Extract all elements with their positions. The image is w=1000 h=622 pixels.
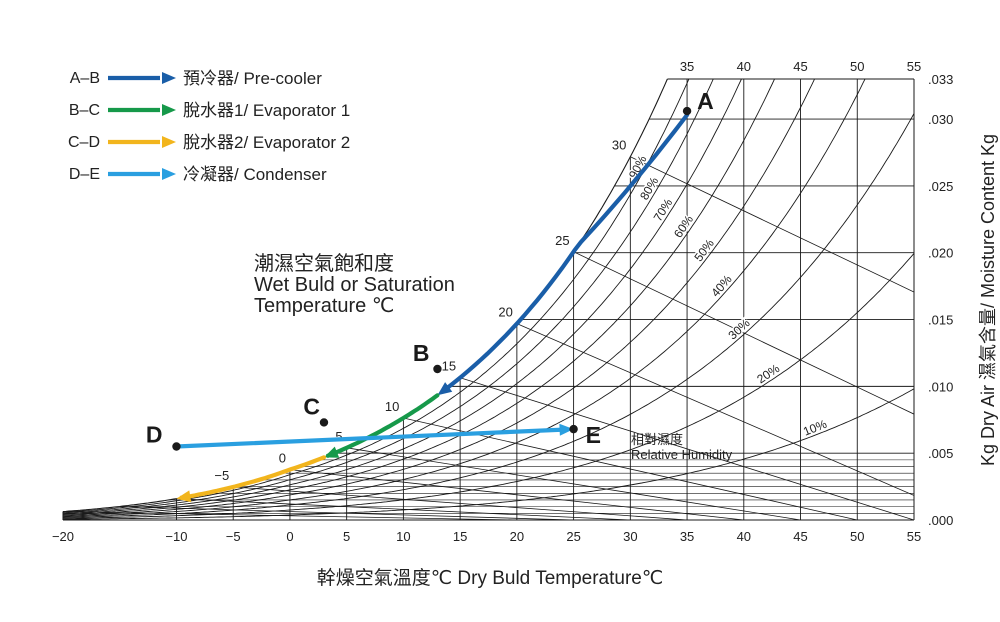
wet-bulb-line bbox=[176, 498, 631, 520]
x-tick-label: −5 bbox=[226, 529, 241, 544]
wet-bulb-line bbox=[233, 486, 688, 520]
arrow-head bbox=[437, 382, 453, 396]
x-tick-label: 10 bbox=[396, 529, 410, 544]
state-point-a bbox=[682, 106, 692, 116]
state-point-e bbox=[569, 424, 578, 434]
rh-curve bbox=[63, 79, 742, 515]
rh-curve bbox=[63, 79, 776, 516]
state-label-c: C bbox=[303, 393, 320, 419]
state-point-c bbox=[319, 418, 329, 427]
x-tick-label: 40 bbox=[737, 529, 751, 544]
y-tick-label: .030 bbox=[928, 112, 953, 127]
y-tick-label: .025 bbox=[928, 179, 953, 194]
rh-curve bbox=[63, 253, 914, 519]
process-lines: A B C D E bbox=[146, 88, 714, 503]
top-tick-label: 45 bbox=[793, 59, 807, 74]
wet-bulb-line bbox=[346, 447, 801, 520]
saturation-temp-label: 20 bbox=[498, 305, 512, 320]
state-label-e: E bbox=[586, 422, 601, 448]
process-line-a-b bbox=[442, 112, 690, 393]
wet-bulb-line bbox=[630, 156, 914, 374]
x-tick-label: 25 bbox=[566, 529, 580, 544]
state-label-d: D bbox=[146, 422, 163, 448]
process-line-b-c bbox=[326, 393, 440, 459]
process-line-d-e bbox=[174, 427, 566, 449]
saturation-temp-label: 10 bbox=[385, 399, 399, 414]
rh-curve bbox=[63, 113, 914, 518]
x-tick-label: 15 bbox=[453, 529, 467, 544]
legend-label: 冷凝器/ Condenser bbox=[183, 165, 327, 184]
top-tick-label: 40 bbox=[737, 59, 751, 74]
legend-key: A–B bbox=[70, 70, 100, 87]
saturation-label-en-2: Temperature ℃ bbox=[254, 295, 394, 317]
x-tick-label: 0 bbox=[286, 529, 293, 544]
process-line-c-d bbox=[179, 455, 327, 501]
wet-bulb-line bbox=[289, 469, 744, 520]
saturation-temp-label: −5 bbox=[214, 468, 229, 483]
arrow-head bbox=[162, 136, 176, 148]
relative-humidity-label-zh: 相對濕度 bbox=[631, 432, 683, 447]
saturation-label-en-1: Wet Buld or Saturation bbox=[254, 274, 455, 296]
state-label-b: B bbox=[413, 340, 430, 366]
state-point-b bbox=[433, 364, 442, 374]
x-tick-label: 50 bbox=[850, 529, 864, 544]
arrow-head bbox=[162, 168, 176, 180]
x-tick-label: 55 bbox=[907, 529, 921, 544]
y-tick-label: .010 bbox=[928, 379, 953, 394]
arrow-head bbox=[162, 104, 176, 116]
legend-label: 預冷器/ Pre-cooler bbox=[183, 69, 322, 88]
state-label-a: A bbox=[697, 88, 714, 114]
top-tick-label: 55 bbox=[907, 59, 921, 74]
y-tick-label: .020 bbox=[928, 246, 953, 261]
legend-key: D–E bbox=[69, 166, 100, 183]
x-tick-label: 30 bbox=[623, 529, 637, 544]
wet-bulb-line bbox=[63, 511, 517, 520]
arrow-head bbox=[559, 423, 574, 436]
rh-curve-label: 40% bbox=[708, 272, 735, 300]
rh-curve bbox=[63, 79, 690, 513]
rh-curve bbox=[63, 79, 866, 518]
x-tick-label: 45 bbox=[793, 529, 807, 544]
x-tick-label: −10 bbox=[165, 529, 187, 544]
wet-bulb-line bbox=[460, 377, 914, 520]
relative-humidity-label-en: Relative Humidity bbox=[631, 447, 733, 462]
rh-curve bbox=[63, 388, 914, 520]
arrow-head bbox=[176, 490, 192, 503]
relative-humidity-curves bbox=[63, 79, 914, 520]
legend-label: 脫水器1/ Evaporator 1 bbox=[183, 101, 350, 120]
saturation-label-zh: 潮濕空氣飽和度 bbox=[254, 252, 394, 275]
wet-bulb-line bbox=[516, 323, 914, 520]
arrow-head bbox=[323, 446, 340, 458]
y-tick-label: .000 bbox=[928, 513, 953, 528]
legend-key: C–D bbox=[68, 134, 100, 151]
y-axis-title: Kg Dry Air 濕氣含量/ Moisture Content Kg bbox=[978, 134, 998, 466]
x-tick-label: 5 bbox=[343, 529, 350, 544]
legend-key: B–C bbox=[69, 102, 100, 119]
legend: A–B 預冷器/ Pre-cooler B–C 脫水器1/ Evaporator 1 C… bbox=[68, 69, 350, 184]
x-axis-title: 幹燥空氣溫度℃ Dry Buld Temperature℃ bbox=[317, 567, 663, 589]
top-tick-label: 35 bbox=[680, 59, 694, 74]
wet-bulb-lines bbox=[63, 156, 914, 520]
legend-label: 脫水器2/ Evaporator 2 bbox=[183, 133, 350, 152]
rh-curve bbox=[63, 79, 816, 517]
saturation-temp-label: 0 bbox=[279, 451, 286, 466]
x-tick-label: −20 bbox=[52, 529, 74, 544]
arrow-head bbox=[162, 72, 176, 84]
saturation-temp-label: 15 bbox=[442, 359, 456, 374]
top-tick-label: 50 bbox=[850, 59, 864, 74]
state-point-d bbox=[172, 442, 181, 451]
y-tick-label: .005 bbox=[928, 446, 953, 461]
saturation-temp-label: 30 bbox=[612, 138, 626, 153]
y-tick-label: .033 bbox=[928, 72, 953, 87]
saturation-temp-label: 5 bbox=[335, 429, 342, 444]
y-tick-label: .015 bbox=[928, 313, 953, 328]
rh-curve bbox=[63, 79, 714, 514]
x-tick-label: 20 bbox=[510, 529, 524, 544]
saturation-temp-label: 25 bbox=[555, 233, 569, 248]
x-tick-label: 35 bbox=[680, 529, 694, 544]
